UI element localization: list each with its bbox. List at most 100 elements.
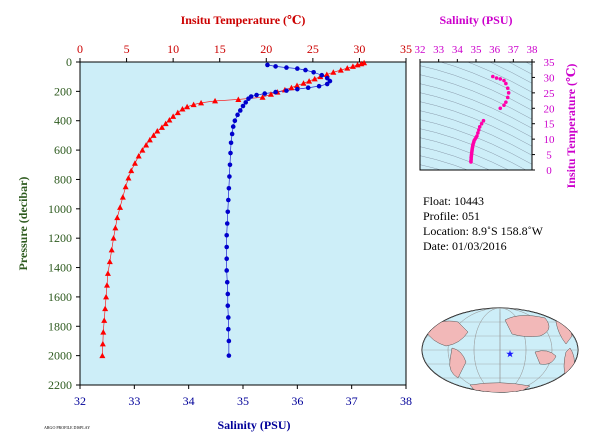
ts-point — [504, 81, 508, 86]
ts-salinity-tick-label: 36 — [489, 44, 501, 56]
temperature-point — [158, 124, 165, 130]
salinity-point — [235, 112, 240, 118]
salinity-tick-label: 36 — [291, 394, 303, 408]
ts-point — [479, 121, 484, 126]
pressure-axis-label: Pressure (decibar) — [16, 177, 30, 271]
salinity-point — [230, 124, 236, 129]
ts-point — [505, 95, 510, 100]
ts-salinity-tick-label: 33 — [433, 44, 445, 56]
salinity-point — [226, 338, 232, 344]
temperature-point — [104, 270, 111, 276]
salinity-point — [284, 65, 289, 70]
pressure-tick-label: 1600 — [48, 290, 72, 304]
salinity-point — [225, 303, 231, 309]
ts-point — [502, 103, 506, 107]
temperature-point — [108, 246, 115, 253]
pressure-tick-label: 1200 — [48, 231, 72, 245]
temperature-point — [288, 84, 295, 91]
ts-salinity-axis-label: Salinity (PSU) — [439, 13, 512, 27]
map-continent — [534, 350, 557, 365]
temperature-tick-label: 35 — [400, 42, 412, 56]
temperature-point — [358, 60, 365, 67]
density-contour — [467, 62, 532, 93]
temperature-point — [150, 132, 157, 138]
temperature-point — [184, 103, 191, 110]
salinity-point — [227, 174, 232, 179]
temperature-point — [122, 183, 129, 190]
salinity-point — [265, 62, 270, 68]
ts-point — [506, 91, 511, 95]
density-contour — [420, 110, 532, 156]
salinity-point — [229, 131, 235, 137]
density-contour — [420, 101, 532, 147]
temperature-point — [143, 141, 150, 148]
temperature-point — [146, 136, 153, 143]
temperature-point — [330, 69, 337, 75]
map-continent — [469, 382, 531, 392]
temperature-point — [344, 65, 351, 71]
density-contour — [420, 65, 532, 111]
footer-text: ARGO PROFILE DISPLAY — [44, 425, 91, 430]
salinity-tick-label: 38 — [400, 394, 412, 408]
temperature-point — [235, 96, 242, 102]
temperature-point — [323, 71, 330, 77]
salinity-point — [226, 326, 231, 332]
salinity-point — [324, 81, 330, 87]
pressure-tick-label: 2200 — [48, 378, 72, 392]
float-id: Float: 10443 — [423, 194, 485, 208]
temperature-axis-label: Insitu Temperature (℃) — [181, 13, 306, 27]
density-contour — [439, 62, 532, 102]
temperature-point — [114, 214, 121, 221]
temperature-salinity-profile-plot: 0 5 10 15 20 25 30 35 Insitu Temperature (℃) 32 33… — [16, 13, 412, 432]
temperature-point — [354, 61, 361, 68]
ts-temperature-tick-label: 0 — [546, 165, 552, 177]
ts-temperature-tick-label: 5 — [546, 150, 552, 162]
salinity-point — [224, 244, 229, 250]
temperature-tick-label: 20 — [260, 42, 272, 56]
salinity-point — [227, 162, 233, 168]
salinity-point — [226, 353, 232, 358]
pressure-tick-label: 1400 — [48, 261, 72, 275]
temperature-point — [125, 174, 132, 181]
temperature-point — [112, 224, 119, 231]
temperature-point — [174, 109, 181, 116]
ts-point — [498, 106, 503, 111]
salinity-point — [303, 67, 308, 73]
ts-salinity-tick-label: 32 — [415, 44, 426, 56]
salinity-point — [226, 185, 232, 191]
temperature-point — [337, 67, 344, 73]
map-continent — [449, 347, 467, 379]
world-map — [421, 307, 579, 393]
float-info-panel: Float: 10443 Profile: 051 Location: 8.9˚… — [423, 194, 543, 254]
salinity-point — [316, 83, 322, 89]
temperature-tick-label: 10 — [167, 42, 179, 56]
salinity-point — [224, 256, 229, 262]
temperature-point — [101, 317, 108, 323]
temperature-point — [131, 160, 138, 166]
temperature-tick-label: 30 — [353, 42, 365, 56]
salinity-point — [226, 315, 231, 320]
salinity-point — [311, 69, 316, 75]
temperature-point — [306, 78, 313, 84]
density-contour — [420, 83, 532, 129]
salinity-point — [224, 232, 229, 238]
temperature-point — [259, 94, 266, 100]
ts-point — [494, 76, 499, 80]
temperature-tick-label: 15 — [214, 42, 226, 56]
pressure-tick-label: 1000 — [48, 202, 72, 216]
salinity-point — [228, 150, 233, 156]
ts-salinity-tick-label: 38 — [527, 44, 539, 56]
salinity-tick-label: 34 — [183, 394, 195, 408]
temperature-point — [119, 194, 126, 200]
float-location: Location: 8.9˚S 158.8˚W — [423, 224, 543, 238]
ts-temperature-axis-label: Insitu Temperature (℃) — [564, 64, 578, 189]
temperature-tick-label: 0 — [77, 42, 83, 56]
density-contour — [420, 119, 532, 165]
temperature-point — [170, 113, 177, 119]
pressure-tick-label: 1800 — [48, 319, 72, 333]
salinity-point — [240, 103, 246, 109]
density-contour — [420, 92, 532, 138]
ts-point — [477, 125, 482, 129]
salinity-point — [262, 91, 268, 96]
